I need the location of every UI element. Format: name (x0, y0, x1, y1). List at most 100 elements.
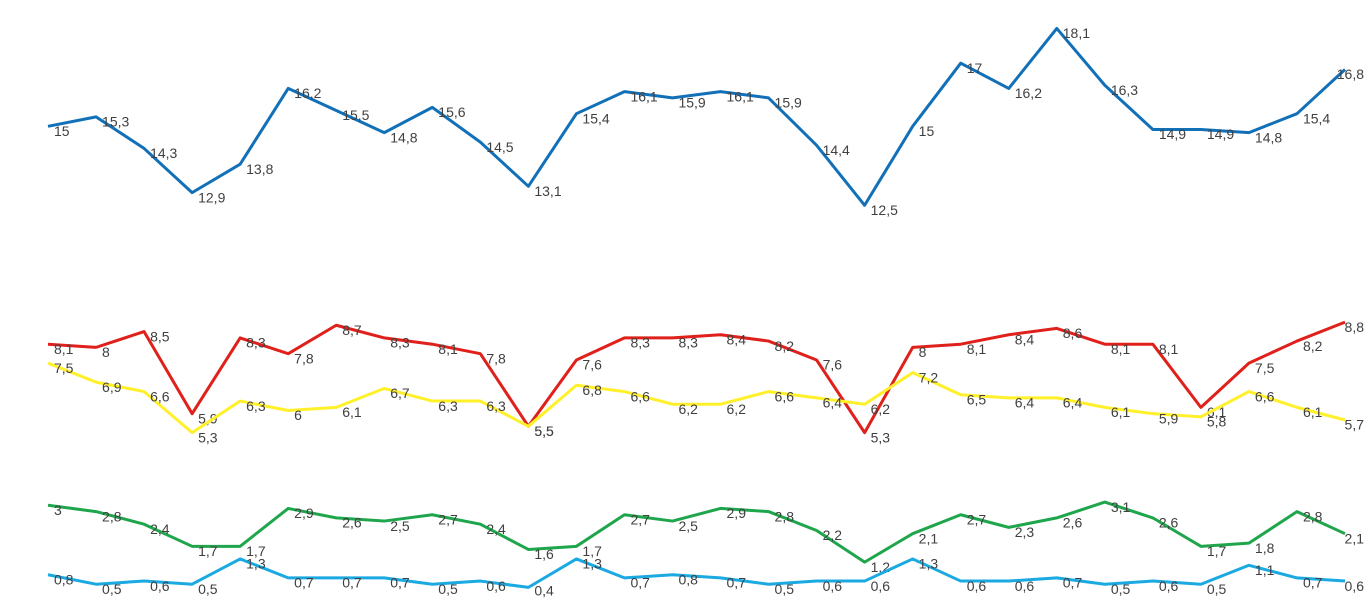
data-label: 3,1 (1111, 499, 1131, 515)
data-label: 14,5 (486, 139, 513, 155)
data-label: 17 (967, 60, 983, 76)
data-label: 12,5 (871, 202, 898, 218)
data-label: 6,7 (390, 385, 410, 401)
data-label: 15,6 (438, 104, 465, 120)
data-label: 8,3 (390, 335, 410, 351)
data-label: 0,6 (871, 578, 891, 594)
data-label: 0,5 (198, 581, 218, 597)
data-label: 2,1 (1345, 530, 1365, 546)
data-label: 2,8 (102, 508, 122, 524)
data-label: 12,9 (198, 189, 225, 205)
data-label: 8,8 (1345, 319, 1365, 335)
data-label: 2,8 (1303, 508, 1323, 524)
data-label: 0,7 (342, 575, 362, 591)
data-label: 6,6 (150, 388, 170, 404)
data-label: 1,1 (1255, 562, 1275, 578)
data-label: 2,5 (678, 518, 698, 534)
series-line (47, 320, 1346, 435)
data-label: 6,6 (1255, 388, 1275, 404)
data-label: 8,3 (246, 335, 266, 351)
data-label: 2,2 (823, 527, 843, 543)
data-label: 8,2 (775, 338, 795, 354)
data-label: 2,4 (486, 521, 506, 537)
data-label: 2,3 (1015, 524, 1035, 540)
data-label: 8,7 (342, 322, 362, 338)
series-line (47, 500, 1346, 564)
data-label: 6,8 (582, 382, 602, 398)
data-label: 15 (54, 123, 70, 139)
data-label: 6,4 (1015, 395, 1035, 411)
data-label: 13,1 (534, 183, 561, 199)
data-label: 7,8 (486, 350, 506, 366)
data-label: 5,8 (1207, 414, 1227, 430)
data-label: 1,7 (582, 543, 602, 559)
data-label: 1,7 (198, 543, 218, 559)
data-label: 8,1 (438, 341, 458, 357)
data-label: 14,4 (823, 142, 850, 158)
data-label: 8,1 (967, 341, 987, 357)
data-label: 5,9 (198, 410, 218, 426)
data-label: 0,5 (1111, 581, 1131, 597)
data-label: 0,6 (1159, 578, 1179, 594)
data-label: 15,9 (678, 95, 705, 111)
data-label: 15,9 (775, 95, 802, 111)
data-label: 0,5 (438, 581, 458, 597)
data-label: 14,9 (1159, 126, 1186, 142)
data-labels: 0,8 0,5 0,6 0,5 1,3 0,7 0,7 0,7 0,5 0,6 0,4 1,3 0,7 0… (54, 556, 1364, 599)
data-label: 7,5 (54, 360, 74, 376)
data-label: 0,6 (150, 578, 170, 594)
data-label: 2,7 (438, 511, 458, 527)
data-label: 0,6 (1015, 578, 1035, 594)
data-label: 0,7 (1303, 575, 1323, 591)
data-label: 0,6 (967, 578, 987, 594)
data-label: 2,9 (727, 505, 747, 521)
data-label: 6,3 (246, 398, 266, 414)
data-label: 16,3 (1111, 82, 1138, 98)
data-label: 0,6 (823, 578, 843, 594)
data-label: 8,4 (1015, 331, 1035, 347)
data-label: 15,3 (102, 114, 129, 130)
data-label: 1,7 (246, 543, 266, 559)
data-label: 3 (54, 502, 62, 518)
data-label: 1,3 (582, 556, 602, 572)
data-label: 8 (102, 344, 110, 360)
series-line (47, 26, 1347, 207)
data-label: 0,7 (727, 575, 747, 591)
data-label: 7,6 (823, 357, 843, 373)
data-label: 6,1 (1207, 404, 1227, 420)
data-label: 2,1 (919, 530, 939, 546)
data-label: 8,1 (1111, 341, 1131, 357)
data-label: 16,2 (294, 85, 321, 101)
data-label: 2,6 (342, 515, 362, 531)
data-label: 6,9 (102, 379, 122, 395)
data-label: 0,8 (54, 571, 74, 587)
data-label: 6,2 (678, 401, 698, 417)
data-label: 16,1 (630, 88, 657, 104)
data-label: 8,3 (678, 335, 698, 351)
data-label: 6,6 (630, 388, 650, 404)
data-label: 16,1 (727, 88, 754, 104)
data-label: 15,4 (582, 110, 609, 126)
data-label: 18,1 (1063, 25, 1090, 41)
data-label: 2,7 (967, 511, 987, 527)
data-label: 14,8 (1255, 129, 1282, 145)
data-label: 8,6 (1063, 325, 1083, 341)
data-label: 14,3 (150, 145, 177, 161)
data-label: 8,3 (630, 335, 650, 351)
data-label: 0,4 (534, 583, 554, 599)
data-label: 5,3 (198, 429, 218, 445)
data-label: 0,7 (390, 575, 410, 591)
data-label: 16,8 (1337, 66, 1364, 82)
data-label: 0,6 (486, 578, 506, 594)
data-label: 2,8 (775, 508, 795, 524)
data-label: 5,5 (534, 423, 554, 439)
data-label: 1,3 (919, 556, 939, 572)
data-label: 6,3 (486, 398, 506, 414)
data-label: 8,2 (1303, 338, 1323, 354)
data-label: 2,9 (294, 505, 314, 521)
data-label: 14,9 (1207, 126, 1234, 142)
data-label: 0,8 (678, 571, 698, 587)
data-label: 6,3 (438, 398, 458, 414)
data-label: 7,8 (294, 350, 314, 366)
